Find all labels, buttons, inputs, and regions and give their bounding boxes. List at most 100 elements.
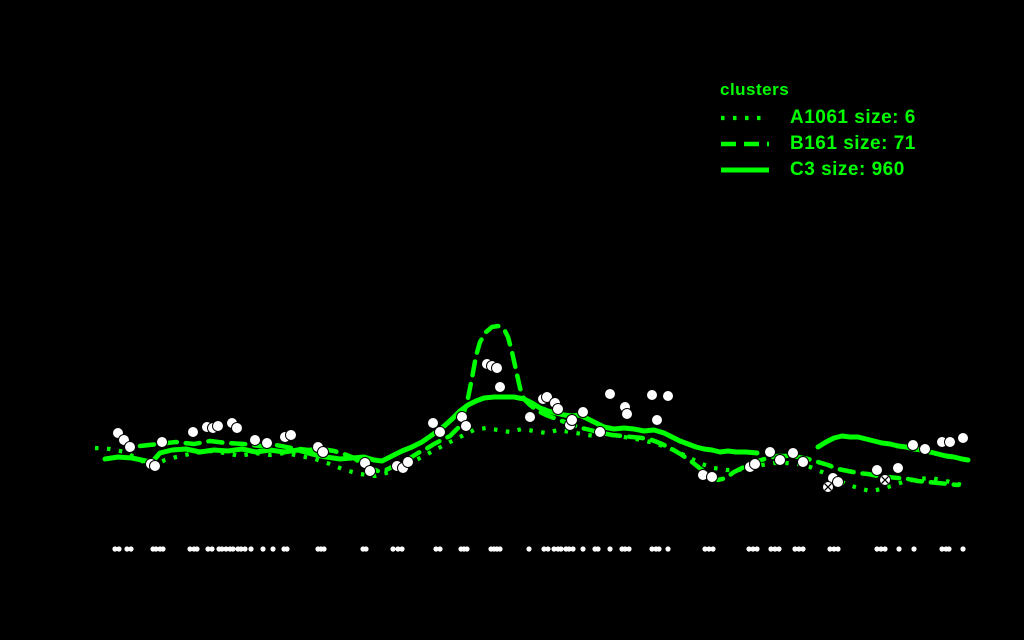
series-line-dashed [137,323,961,488]
scatter-point [156,436,168,448]
scatter-point [566,414,578,426]
rug-dot [558,546,564,552]
rug-dot [796,546,802,552]
rug-dot [209,546,215,552]
rug-dot [768,546,774,552]
scatter-point [662,390,674,402]
scatter-point [892,462,904,474]
rug-dot [497,546,503,552]
rug-dot [219,546,225,552]
scatter-point-crossed [822,481,834,493]
rug-dot [750,546,756,552]
rug-dot [153,546,159,552]
scatter-point [231,422,243,434]
legend-title: clusters [720,80,790,99]
rug-dot [580,546,586,552]
rug-dot [284,546,290,552]
scatter-point [212,420,224,432]
rug-dot [260,546,266,552]
rug-dot [570,546,576,552]
scatter-point [187,426,199,438]
scatter-point [434,426,446,438]
rug-dot [772,546,778,552]
rug-dot [911,546,917,552]
rug-dot [702,546,708,552]
legend-item-c3: C3 size: 960 [716,157,916,183]
scatter-point [604,388,616,400]
rug-dot [526,546,532,552]
scatter-point [285,429,297,441]
rug-dot [622,546,628,552]
rug-dot [321,546,327,552]
rug-dot [710,546,716,552]
rug-dot [112,546,118,552]
scatter-point [552,403,564,415]
rug-dot [545,546,551,552]
rug-dot [242,546,248,552]
series-line-solid [815,433,971,463]
scatter-point [124,441,136,453]
scatter-point [494,381,506,393]
rug-dot [649,546,655,552]
scatter-point [651,414,663,426]
rug-dot [270,546,276,552]
scatter-point [577,406,589,418]
rug-dot [551,546,557,552]
rug-dot [433,546,439,552]
legend-item-a1061: A1061 size: 6 [716,105,916,131]
rug-dot [160,546,166,552]
scatter-point [787,447,799,459]
rug-dot [223,546,229,552]
rug-dot [626,546,632,552]
rug-dot [399,546,405,552]
rug-dot [835,546,841,552]
scatter-point-crossed [879,474,891,486]
scatter-point [706,471,718,483]
scatter-point [774,454,786,466]
rug-dot [831,546,837,552]
rug-dot [248,546,254,552]
dotted-line-icon [721,115,769,121]
scatter-point [832,476,844,488]
scatter-point [364,465,376,477]
rug-dot [238,546,244,552]
scatter-point [907,439,919,451]
rug-dot [882,546,888,552]
rug-dot [665,546,671,552]
legend-label: A1061 size: 6 [790,107,916,128]
scatter-point [797,456,809,468]
scatter-point [764,446,776,458]
scatter-point [871,464,883,476]
legend-label: C3 size: 960 [790,159,905,180]
rug-dot [566,546,572,552]
rug-dot [776,546,782,552]
rug-dot [464,546,470,552]
scatter-point [919,443,931,455]
rug-dot [874,546,880,552]
legend-item-b161: B161 size: 71 [716,131,916,157]
scatter-point [402,456,414,468]
rug-dot [878,546,884,552]
rug-dot [607,546,613,552]
rug-dot [230,546,236,552]
rug-dot [541,546,547,552]
solid-line-icon [721,167,769,173]
rug-dot [754,546,760,552]
rug-dot [128,546,134,552]
rug-dot [792,546,798,552]
rug-dot [124,546,130,552]
scatter-point [594,426,606,438]
rug-dot [896,546,902,552]
rug-dot [205,546,211,552]
rug-dot [437,546,443,552]
rug-dot [390,546,396,552]
rug-dot [706,546,712,552]
scatter-point [460,420,472,432]
rug-dot [960,546,966,552]
rug-dot [827,546,833,552]
rug-dot [939,546,945,552]
scatter-point [149,460,161,472]
rug-dot [194,546,200,552]
rug-dot [187,546,193,552]
rug-dot [595,546,601,552]
